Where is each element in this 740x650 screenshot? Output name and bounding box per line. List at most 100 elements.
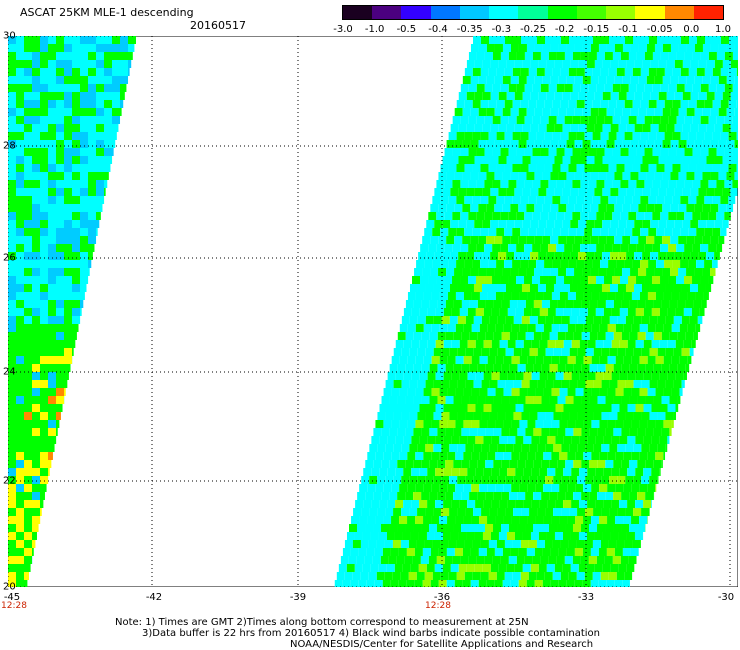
swath-cell — [567, 388, 576, 396]
swath-cell — [575, 292, 584, 300]
swath-cell — [436, 212, 445, 220]
swath-cell — [517, 428, 526, 436]
swath-cell — [495, 484, 504, 492]
swath-cell — [575, 420, 584, 428]
swath-cell — [431, 388, 440, 396]
swath-cell — [626, 156, 635, 164]
swath-cell — [692, 276, 701, 284]
swath-cell — [582, 140, 591, 148]
swath-cell — [617, 508, 626, 516]
swath-cell — [425, 316, 434, 324]
swath-cell — [546, 188, 555, 196]
swath-cell — [571, 500, 580, 508]
swath-cell — [524, 276, 533, 284]
swath-cell — [104, 132, 112, 140]
swath-cell — [503, 292, 512, 300]
swath-cell — [88, 188, 96, 196]
swath-cell — [506, 156, 515, 164]
swath-cell — [403, 340, 412, 348]
swath-cell — [40, 276, 48, 284]
swath-cell — [542, 204, 551, 212]
lon-label-33: -33 — [577, 592, 595, 603]
swath-cell — [32, 292, 40, 300]
swath-cell — [476, 52, 485, 60]
swath-cell — [625, 444, 634, 452]
swath-cell — [399, 484, 408, 492]
swath-cell — [451, 404, 460, 412]
swath-cell — [655, 324, 664, 332]
swath-cell — [571, 468, 580, 476]
swath-cell — [32, 76, 40, 84]
swath-cell — [529, 380, 538, 388]
swath-cell — [96, 76, 104, 84]
swath-cell — [481, 348, 490, 356]
swath-cell — [552, 164, 561, 172]
swath-cell — [423, 420, 432, 428]
swath-cell — [562, 60, 571, 68]
swath-cell — [696, 68, 705, 76]
swath-cell — [534, 548, 543, 556]
swath-cell — [685, 332, 694, 340]
swath-cell — [537, 316, 546, 324]
swath-cell — [491, 372, 500, 380]
swath-cell — [671, 292, 680, 300]
swath-cell — [387, 500, 396, 508]
swath-cell — [40, 188, 48, 196]
swath-cell — [24, 68, 32, 76]
swath-cell — [8, 332, 16, 340]
swath-cell — [491, 468, 500, 476]
swath-cell — [64, 284, 72, 292]
swath-cell — [493, 300, 502, 308]
swath-cell — [564, 116, 573, 124]
swath-cell — [40, 68, 48, 76]
swath-cell — [572, 116, 581, 124]
swath-cell — [519, 420, 528, 428]
swath-cell — [459, 404, 468, 412]
swath-cell — [604, 276, 613, 284]
swath-cell — [555, 340, 564, 348]
swath-cell — [537, 348, 546, 356]
swath-cell — [380, 556, 389, 564]
swath-cell — [653, 300, 662, 308]
swath-cell — [412, 556, 421, 564]
swath-cell — [434, 564, 443, 572]
swath-cell — [360, 540, 369, 548]
swath-cell — [468, 276, 477, 284]
swath-cell — [421, 300, 430, 308]
swath-cell — [426, 564, 435, 572]
swath-cell — [535, 516, 544, 524]
swath-cell — [491, 340, 500, 348]
swath-cell — [550, 44, 559, 52]
swath-cell — [585, 444, 594, 452]
swath-cell — [462, 548, 471, 556]
swath-cell — [656, 68, 665, 76]
swath-cell — [577, 508, 586, 516]
swath-cell — [446, 204, 455, 212]
swath-cell — [443, 500, 452, 508]
swath-cell — [592, 228, 601, 236]
swath-cell — [429, 428, 438, 436]
swath-cell — [120, 52, 128, 60]
swath-cell — [447, 324, 456, 332]
swath-cell — [521, 348, 530, 356]
swath-cell — [617, 476, 626, 484]
swath-cell — [673, 380, 682, 388]
swath-cell — [478, 236, 487, 244]
swath-cell — [533, 524, 542, 532]
swath-cell — [40, 356, 48, 364]
swath-cell — [720, 228, 727, 236]
swath-cell — [504, 100, 513, 108]
swath-cell — [724, 84, 733, 92]
swath-cell — [8, 108, 16, 116]
swath-cell — [516, 52, 525, 60]
swath-cell — [381, 524, 390, 532]
swath-cell — [32, 484, 40, 492]
swath-cell — [32, 164, 40, 172]
swath-cell — [510, 204, 519, 212]
swath-cell — [48, 84, 56, 92]
swath-cell — [476, 212, 485, 220]
swath-cell — [448, 196, 457, 204]
swath-cell — [485, 460, 494, 468]
swath-cell — [470, 76, 479, 84]
swath-cell — [112, 108, 120, 116]
